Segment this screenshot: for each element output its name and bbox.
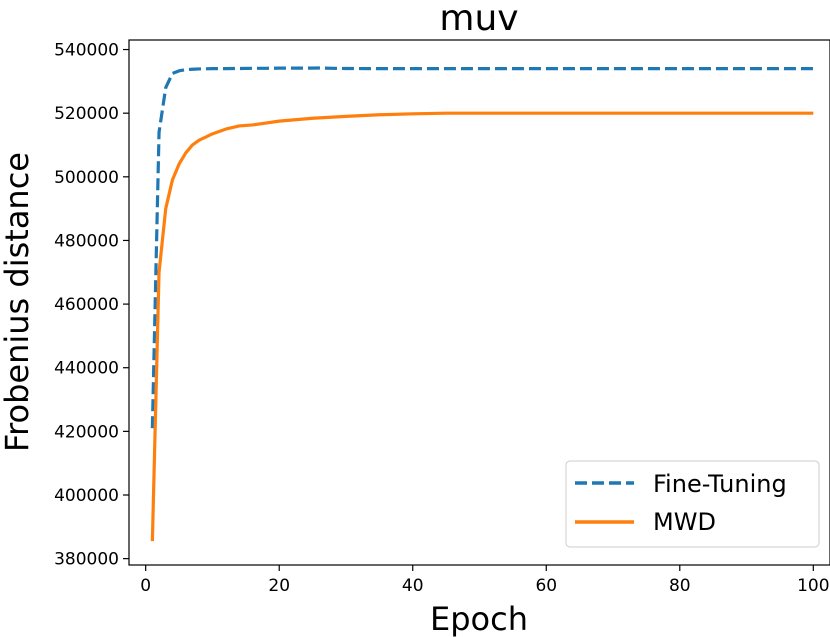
y-tick-label: 520000 xyxy=(54,104,119,124)
x-axis-ticks: 0 20 40 60 80 100 xyxy=(140,565,830,596)
y-axis-ticks: 380000 400000 420000 440000 460000 480000 5000… xyxy=(54,41,129,570)
x-tick-label: 40 xyxy=(402,576,424,596)
x-axis-title: Epoch xyxy=(430,600,528,637)
y-tick-label: 480000 xyxy=(54,231,119,251)
x-tick-label: 100 xyxy=(797,576,829,596)
y-tick-label: 380000 xyxy=(54,550,119,570)
series-layer xyxy=(150,66,814,542)
y-tick-label: 440000 xyxy=(54,359,119,379)
y-tick-label: 460000 xyxy=(54,295,119,315)
y-axis-title: Frobenius distance xyxy=(0,152,36,452)
chart-title: muv xyxy=(439,0,518,39)
y-tick-label: 500000 xyxy=(54,168,119,188)
legend-label-fine-tuning: Fine-Tuning xyxy=(653,470,787,498)
y-tick-label: 420000 xyxy=(54,422,119,442)
plot-frame xyxy=(128,39,830,566)
legend: Fine-Tuning MWD xyxy=(565,460,820,548)
series-line-fine-tuning xyxy=(150,66,814,429)
x-tick-label: 60 xyxy=(535,576,557,596)
legend-label-mwd: MWD xyxy=(653,508,716,536)
y-tick-label: 540000 xyxy=(54,41,119,61)
x-tick-label: 0 xyxy=(140,576,151,596)
x-tick-label: 20 xyxy=(268,576,290,596)
x-tick-label: 80 xyxy=(669,576,691,596)
y-tick-label: 400000 xyxy=(54,486,119,506)
series-line-mwd xyxy=(150,111,814,542)
